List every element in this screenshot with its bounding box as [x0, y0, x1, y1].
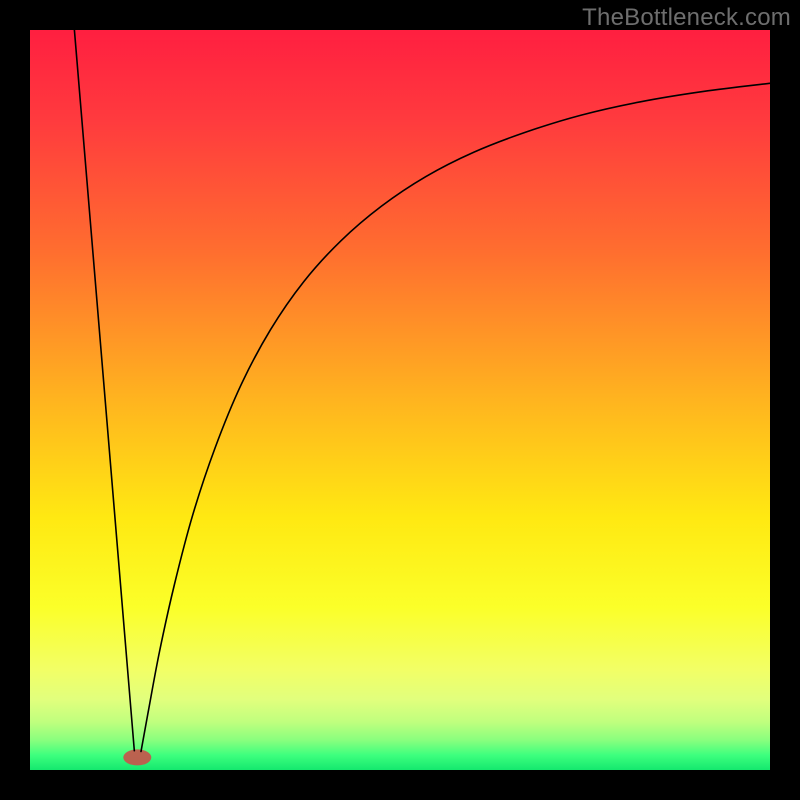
gradient-background [30, 30, 770, 770]
optimum-marker [123, 749, 151, 765]
watermark-label: TheBottleneck.com [582, 4, 791, 32]
plot-area [30, 30, 770, 770]
bottleneck-chart [30, 30, 770, 770]
chart-frame: TheBottleneck.com [0, 0, 800, 800]
